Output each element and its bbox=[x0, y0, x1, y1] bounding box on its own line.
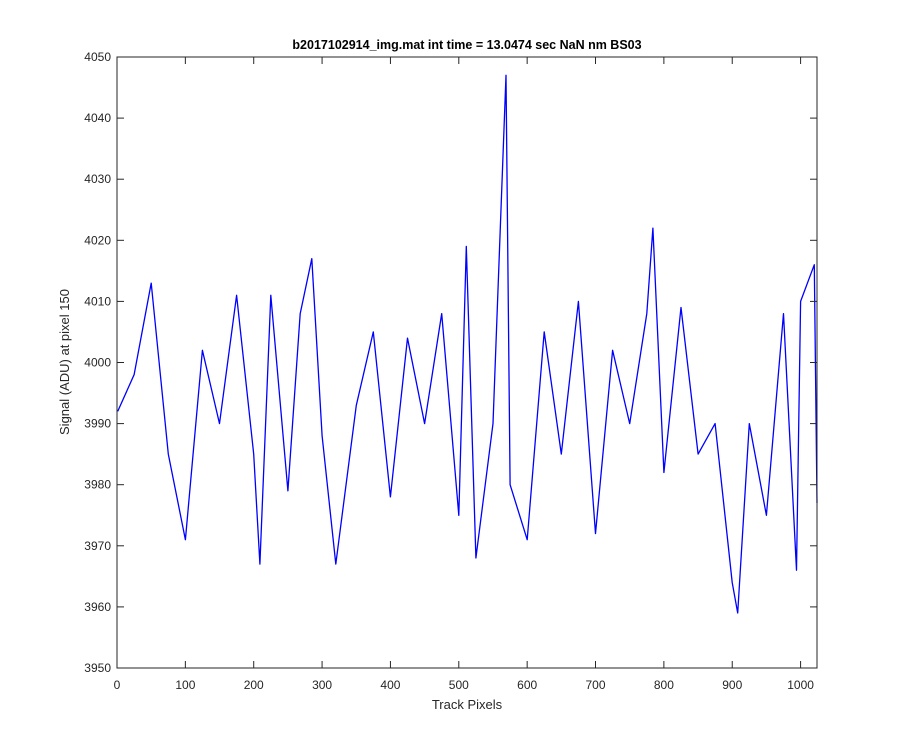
y-tick-label: 3990 bbox=[84, 417, 111, 431]
chart-title: b2017102914_img.mat int time = 13.0474 s… bbox=[292, 38, 641, 52]
y-tick-label: 4040 bbox=[84, 111, 111, 125]
y-axis-label: Signal (ADU) at pixel 150 bbox=[57, 289, 72, 435]
y-tick-label: 4050 bbox=[84, 50, 111, 64]
y-tick-label: 4020 bbox=[84, 233, 111, 247]
x-tick-label: 0 bbox=[114, 678, 121, 692]
x-axis-label: Track Pixels bbox=[432, 697, 503, 712]
x-tick-label: 600 bbox=[517, 678, 537, 692]
x-tick-label: 800 bbox=[654, 678, 674, 692]
y-tick-label: 3960 bbox=[84, 600, 111, 614]
x-tick-label: 900 bbox=[722, 678, 742, 692]
ticks-layer bbox=[116, 56, 817, 669]
y-tick-label: 3980 bbox=[84, 478, 111, 492]
tick-labels: 0 100 200 300 400 500 600 700 800 900 1000 3950 3960… bbox=[84, 50, 814, 692]
x-tick-label: 500 bbox=[449, 678, 469, 692]
x-tick-label: 700 bbox=[586, 678, 606, 692]
x-tick-label: 400 bbox=[380, 678, 400, 692]
x-tick-label: 200 bbox=[244, 678, 264, 692]
x-tick-label: 300 bbox=[312, 678, 332, 692]
x-tick-label: 100 bbox=[175, 678, 195, 692]
y-tick-label: 4010 bbox=[84, 294, 111, 308]
series-layer bbox=[117, 74, 818, 614]
plot-background bbox=[117, 57, 817, 668]
x-tick-label: 1000 bbox=[787, 678, 814, 692]
y-tick-label: 3950 bbox=[84, 661, 111, 675]
y-tick-label: 4000 bbox=[84, 356, 111, 370]
series-line bbox=[117, 74, 818, 614]
y-tick-label: 3970 bbox=[84, 539, 111, 553]
y-tick-label: 4030 bbox=[84, 172, 111, 186]
